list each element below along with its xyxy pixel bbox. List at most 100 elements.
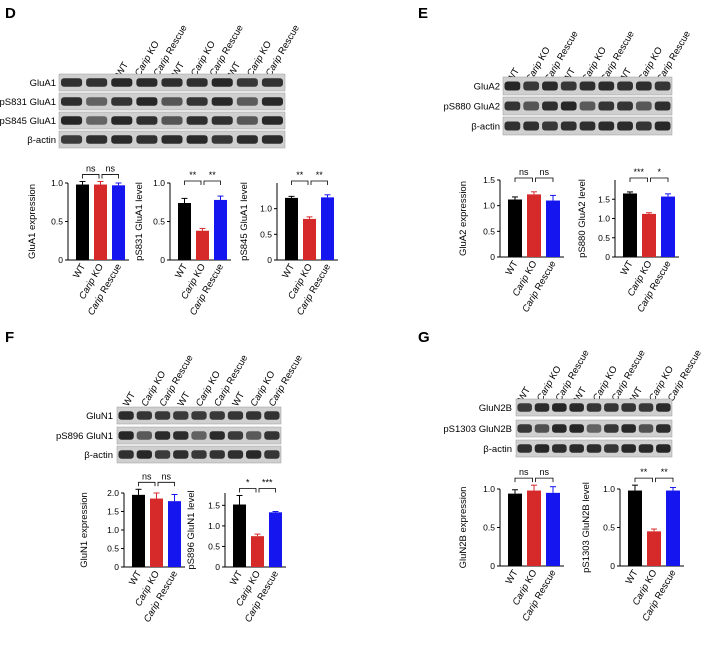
blot-band	[542, 81, 558, 91]
blot-band	[638, 444, 654, 453]
blot-band	[227, 450, 244, 459]
blot-band	[118, 411, 134, 420]
y-tick-label: 0.5	[208, 541, 220, 551]
significance-bracket	[138, 481, 156, 487]
blot-band	[264, 450, 280, 459]
lane-label-suffix: KO	[647, 45, 665, 65]
blot-band	[617, 121, 633, 131]
y-tick-label: 0	[490, 561, 495, 571]
x-category-suffix: KO	[245, 569, 263, 589]
blot-band	[654, 121, 671, 131]
lane-label-suffix: Rescue	[565, 348, 592, 384]
blot-band	[154, 450, 171, 459]
blot-band	[523, 81, 540, 91]
blot-band	[517, 403, 532, 412]
blot-band	[236, 97, 258, 106]
y-axis-label: pS831 GluA1 level	[134, 182, 145, 261]
y-tick-label: 0.5	[107, 544, 119, 554]
significance-label: ns	[539, 167, 549, 177]
significance-bracket	[82, 174, 100, 179]
blot-band	[638, 424, 654, 433]
significance-bracket	[514, 177, 533, 182]
blot-band	[186, 116, 208, 125]
blot-band	[236, 116, 258, 125]
blot-band	[86, 78, 108, 87]
blot-band	[246, 431, 262, 440]
bar	[303, 218, 316, 260]
blot-band	[136, 450, 152, 459]
bar	[321, 197, 334, 260]
blot-band	[191, 450, 207, 459]
blot-band	[209, 450, 225, 459]
y-tick-label: 0	[267, 255, 272, 265]
blot-band	[534, 444, 550, 453]
blot-band	[246, 411, 262, 420]
panel-letter: D	[5, 5, 16, 22]
blot-band	[261, 116, 283, 125]
y-tick-label: 1.5	[208, 500, 220, 510]
blot-band	[136, 411, 152, 420]
blot-band	[654, 101, 671, 111]
lane-label-suffix: KO	[256, 39, 274, 59]
significance-bracket	[157, 481, 175, 487]
blot-band	[598, 121, 615, 131]
blot-band	[569, 424, 584, 433]
significance-label: **	[296, 170, 304, 180]
blot-band	[517, 444, 532, 453]
significance-bracket	[514, 477, 533, 483]
blot-band	[61, 116, 83, 125]
blot-band	[504, 81, 521, 91]
blot-band	[211, 135, 233, 144]
y-tick-label: 0	[490, 252, 495, 262]
blot-band	[236, 78, 258, 87]
bar	[168, 501, 181, 567]
blot-band	[504, 121, 521, 131]
y-tick-label: 0.5	[598, 233, 610, 243]
blot-band	[173, 431, 189, 440]
y-tick-label: 0.5	[260, 229, 272, 239]
blot-band	[604, 424, 619, 433]
blot-band	[534, 403, 550, 412]
x-category-label: WT	[173, 262, 190, 280]
blot-band	[236, 135, 258, 144]
x-category-label: WT	[624, 568, 641, 586]
x-category-label: WT	[504, 568, 521, 586]
blot-band	[211, 116, 233, 125]
lane-label-suffix: KO	[658, 364, 676, 384]
blot-band	[552, 403, 567, 412]
blot-label: β-actin	[84, 450, 113, 461]
blot-band	[111, 97, 133, 106]
x-category-suffix: KO	[522, 259, 540, 279]
significance-label: ns	[105, 163, 115, 173]
blot-band	[261, 135, 283, 144]
significance-label: **	[209, 170, 217, 180]
bar	[196, 230, 209, 260]
x-category-suffix: KO	[297, 262, 315, 282]
y-axis-label: GluN1 expression	[79, 492, 90, 568]
x-category-suffix: KO	[88, 262, 106, 282]
x-category-label: WT	[504, 259, 521, 277]
bar	[132, 494, 145, 567]
y-tick-label: 1.0	[598, 214, 610, 224]
blot-band	[118, 450, 134, 459]
significance-bracket	[629, 177, 648, 182]
blot-band	[621, 403, 636, 412]
bar	[112, 185, 125, 260]
blot-band	[579, 121, 596, 131]
significance-label: ***	[633, 167, 644, 177]
y-tick-label: 0	[610, 561, 615, 571]
blot-band	[86, 97, 108, 106]
y-tick-label: 0	[114, 562, 119, 572]
significance-label: **	[189, 170, 197, 180]
y-tick-label: 0	[58, 255, 63, 265]
significance-bracket	[101, 174, 119, 179]
blot-label: β-actin	[483, 444, 512, 455]
blot-band	[560, 101, 577, 111]
blot-band	[635, 101, 652, 111]
blot-band	[523, 101, 540, 111]
significance-bracket	[310, 180, 328, 185]
